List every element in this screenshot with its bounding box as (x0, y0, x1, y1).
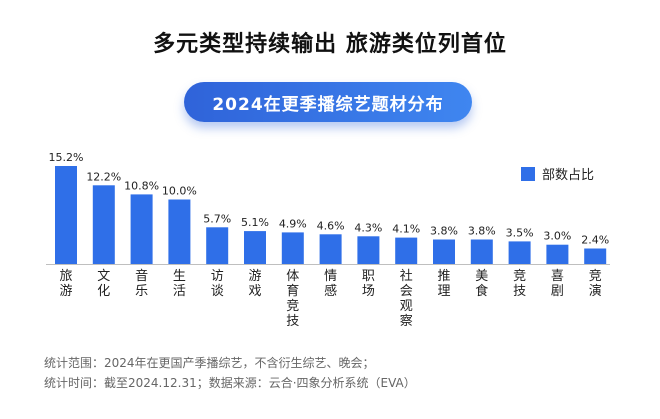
data-label-职场: 4.3% (354, 221, 382, 234)
category-label-旅游: 旅游 (59, 269, 72, 299)
data-label-访谈: 5.7% (203, 212, 231, 225)
category-label-情感: 情感 (324, 269, 337, 299)
footer-source: 统计时间：截至2024.12.31；数据来源：云合·四象分析系统（EVA） (44, 376, 416, 390)
data-label-生活: 10.0% (162, 185, 197, 198)
chart-title-pill: 2024在更季播综艺题材分布 (184, 82, 472, 122)
legend-swatch (521, 167, 535, 181)
chart-title: 2024在更季播综艺题材分布 (212, 94, 444, 115)
data-label-音乐: 10.8% (124, 179, 159, 192)
data-label-社会观察: 4.1% (392, 223, 420, 236)
bar-推理 (433, 239, 455, 264)
bar-游戏 (244, 231, 266, 264)
legend-label: 部数占比 (542, 168, 594, 183)
category-label-游戏: 游戏 (248, 269, 261, 299)
bar-文化 (92, 185, 115, 264)
data-label-美食: 3.8% (468, 225, 496, 238)
data-label-竞演: 2.4% (581, 234, 609, 247)
bar-旅游 (55, 166, 77, 264)
bar-访谈 (206, 227, 229, 265)
data-label-喜剧: 3.0% (543, 230, 571, 243)
category-label-竞演: 竞演 (589, 268, 602, 299)
category-label-喜剧: 喜剧 (551, 269, 564, 299)
data-label-竞技: 3.5% (506, 226, 534, 239)
bar-职场 (357, 236, 380, 264)
bar-生活 (168, 199, 191, 264)
bar-竞技 (508, 241, 531, 264)
bar-音乐 (130, 194, 153, 264)
bar-竞演 (584, 248, 607, 264)
category-label-美食: 美食 (475, 269, 488, 299)
category-label-竞技: 竞技 (513, 268, 526, 299)
data-label-文化: 12.2% (86, 170, 121, 183)
bar-情感 (319, 234, 342, 264)
category-label-推理: 推理 (437, 269, 450, 299)
bar-美食 (470, 239, 493, 264)
category-label-文化: 文化 (97, 269, 110, 299)
data-label-游戏: 5.1% (241, 216, 269, 229)
bar-喜剧 (546, 244, 569, 264)
category-label-访谈: 访谈 (211, 269, 224, 299)
data-label-旅游: 15.2% (49, 151, 84, 164)
category-label-生活: 生活 (173, 269, 186, 299)
category-label-体育竞技: 体育竞技 (286, 269, 299, 329)
category-label-社会观察: 社会观察 (400, 268, 413, 329)
headline: 多元类型持续输出 旅游类位列首位 (153, 32, 507, 57)
category-label-音乐: 音乐 (135, 268, 148, 299)
bar-社会观察 (395, 237, 418, 264)
data-label-体育竞技: 4.9% (279, 217, 307, 230)
footer-scope: 统计范围：2024年在更国产季播综艺，不含衍生综艺、晚会； (44, 356, 375, 370)
category-label-职场: 职场 (362, 269, 375, 299)
bar-体育竞技 (281, 232, 304, 264)
data-label-情感: 4.6% (317, 219, 345, 232)
data-label-推理: 3.8% (430, 225, 458, 238)
